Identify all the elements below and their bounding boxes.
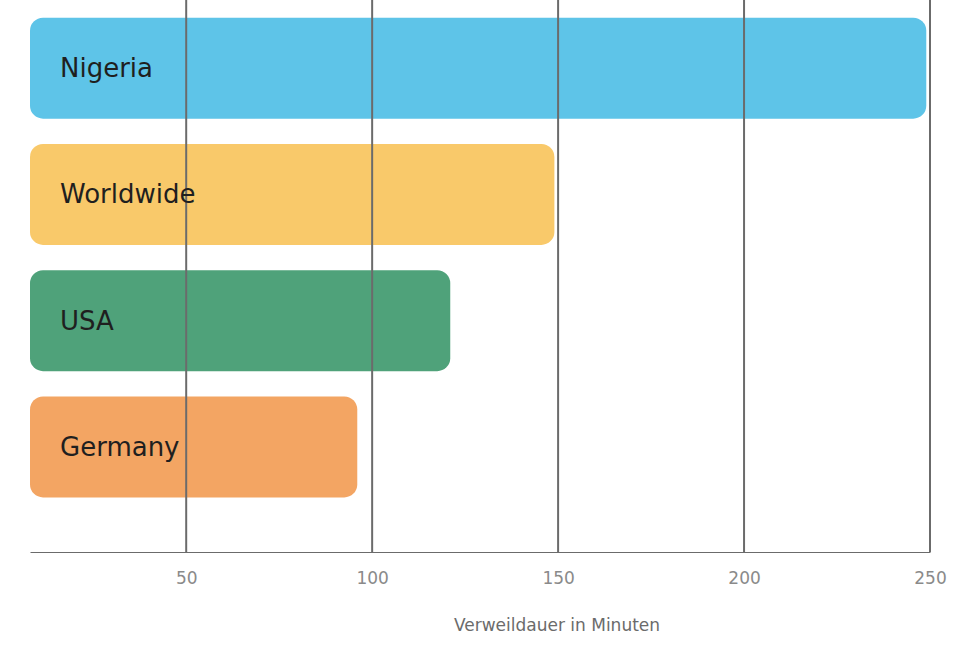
- tick-label: 50: [176, 568, 198, 588]
- bar: [30, 18, 926, 119]
- grid-line: [557, 0, 559, 552]
- tick-label: 200: [728, 568, 760, 588]
- category-label: Worldwide: [60, 179, 196, 209]
- bar: [30, 270, 450, 371]
- tick: 50: [176, 552, 198, 588]
- axis-title: Verweildauer in Minuten: [454, 615, 660, 635]
- tick-label: 100: [356, 568, 388, 588]
- bar: [30, 144, 554, 245]
- grid-line: [371, 0, 373, 552]
- bars: [30, 18, 926, 498]
- tick: 150: [542, 552, 574, 588]
- category-labels: Nigeria Worldwide USA Germany: [60, 53, 196, 462]
- tick-label: 250: [914, 568, 946, 588]
- grid-line: [743, 0, 745, 552]
- tick: 200: [728, 552, 760, 588]
- bar: [30, 396, 357, 497]
- x-axis: 50 100 150 200 250: [31, 552, 947, 588]
- tick-label: 150: [542, 568, 574, 588]
- tick: 100: [356, 552, 388, 588]
- axis-line: [31, 552, 931, 553]
- grid-line: [185, 0, 187, 552]
- grid: [186, 0, 930, 552]
- chart: 50 100 150 200 250 Verweildauer in Minuten Nig…: [0, 0, 978, 657]
- category-label: Nigeria: [60, 53, 153, 83]
- category-label: Germany: [60, 432, 180, 462]
- tick: 250: [914, 552, 946, 588]
- grid-line: [929, 0, 931, 552]
- category-label: USA: [60, 306, 114, 336]
